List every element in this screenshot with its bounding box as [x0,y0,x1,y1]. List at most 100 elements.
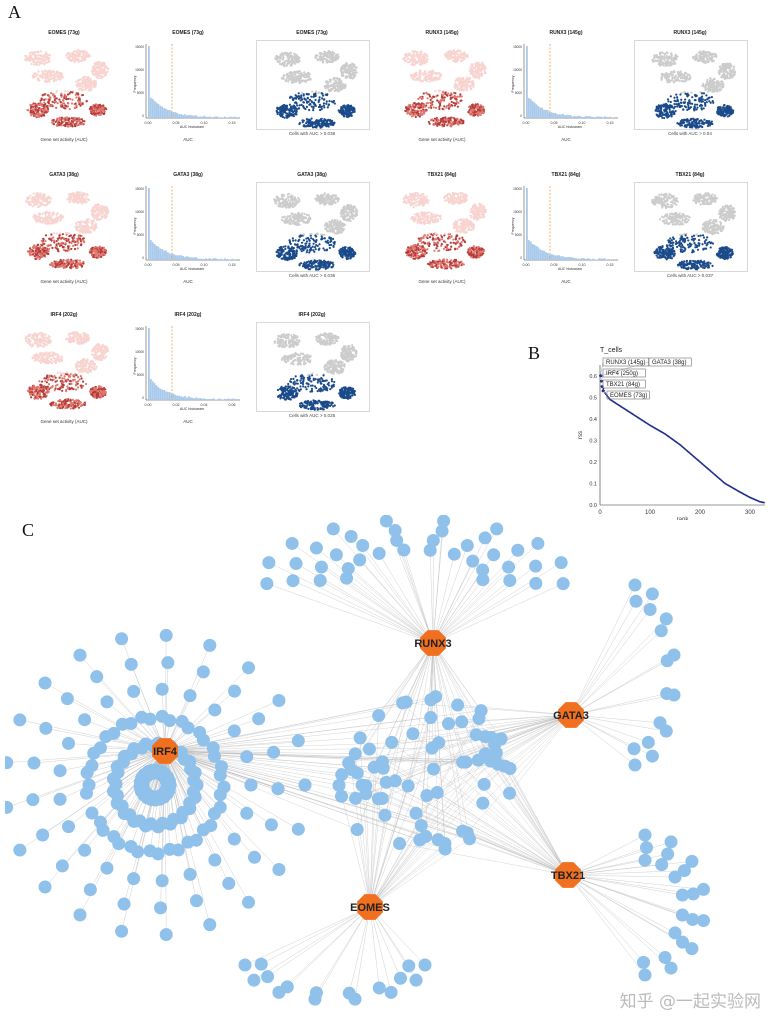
y-tick-label: 0 [142,114,144,118]
tsne-point [701,120,704,123]
tsne-point [477,111,480,114]
hist-bar [197,116,200,118]
tsne-point [680,124,684,127]
tsne-point [724,69,728,72]
tsne-point [304,122,308,125]
tsne-point [35,73,38,77]
tsne-point [454,122,457,125]
tsne-point [51,213,54,217]
tsne-point [30,105,33,108]
tsne-point [419,55,422,58]
tsne-point [84,198,87,201]
tsne-point [405,55,409,58]
tsne-point [104,216,107,219]
tsne-point [337,109,340,112]
tsne-point [419,75,422,78]
tile-title: GATA3 (38g) [49,172,79,178]
tsne-point [279,53,282,56]
tsne-point [315,119,318,122]
tsne-point [327,86,330,90]
tsne-point [456,53,459,56]
tsne-point [94,214,97,217]
tsne-point [293,57,296,60]
tsne-point [450,92,453,95]
heat-plot [24,49,110,128]
tsne-point [701,57,704,60]
tsne-point [417,97,420,100]
hist-bar [208,116,211,118]
tsne-point [694,94,697,97]
tsne-point [67,197,71,201]
tsne-point [423,77,427,80]
tsne-point [678,105,681,109]
hist-bar [602,117,604,118]
tsne-point [37,197,40,200]
tsne-point [337,55,340,58]
tsne-point [710,95,713,99]
tsne-point [419,109,422,112]
tsne-point [428,74,431,77]
tsne-point [326,93,329,96]
tsne-point [78,97,81,100]
tsne-point [38,195,41,198]
tsne-point [333,52,336,55]
hist-bar [565,114,568,118]
tsne-point [715,83,719,86]
tsne-point [433,123,436,126]
tsne-point [38,212,41,215]
tsne-point [40,104,44,107]
tsne-point [434,77,437,80]
tsne-point [297,107,301,110]
tsne-point [423,72,427,75]
tsne-point [66,56,69,59]
tsne-point [480,65,484,68]
tsne-point [721,106,725,109]
tsne-point [733,73,736,77]
tsne-point [48,98,51,101]
tsne-point [702,107,705,110]
tsne-point [676,98,679,101]
tsne-point [419,106,422,109]
tsne-point [458,50,462,53]
tsne-point [297,95,300,98]
tsne-point [479,113,482,117]
tsne-point [31,205,34,208]
tsne-point [438,107,441,111]
tsne-point [319,105,322,108]
tsne-point [300,103,303,106]
tsne-point [68,201,71,204]
tsne-point [470,63,473,66]
tsne-point [44,77,48,80]
tsne-point [472,83,475,86]
tsne-point [469,80,472,83]
hist-bar [178,114,181,118]
tsne-point [663,52,666,56]
tsne-point [96,207,99,211]
hist-bar [560,114,562,118]
tsne-point [473,75,476,78]
tsne-point [286,59,290,63]
tsne-point [282,104,285,107]
tsne-point [46,109,49,112]
tsne-point [432,95,436,98]
tsne-point [294,75,297,78]
hist-bar [214,116,217,118]
tsne-point [410,115,414,118]
tsne-point [58,121,61,124]
tsne-point [414,115,417,119]
tsne-point [54,106,58,110]
tsne-point [292,114,295,118]
tsne-point [710,53,713,57]
tsne-point [336,83,340,86]
tsne-point [36,50,40,53]
tsne-point [729,67,732,70]
tsne-point [418,72,421,75]
tsne-point [671,79,674,82]
tsne-point [407,105,410,108]
tsne-point [289,78,292,81]
tsne-point [71,122,74,125]
tsne-point [36,106,39,109]
tsne-point [425,91,428,94]
tsne-point [288,103,292,106]
tsne-point [413,105,416,108]
